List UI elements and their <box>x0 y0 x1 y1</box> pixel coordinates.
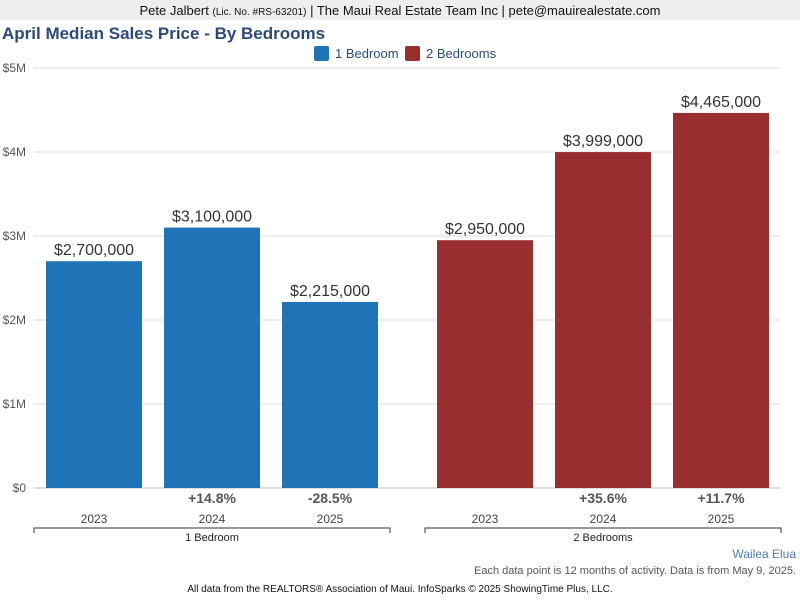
header-bar: Pete Jalbert (Lic. No. #RS-63201) | The … <box>0 0 800 20</box>
y-tick-label: $4M <box>3 145 26 159</box>
change-label: +35.6% <box>579 490 627 506</box>
legend-label-2-bedrooms: 2 Bedrooms <box>426 46 497 61</box>
bar-2-bedrooms-2025 <box>673 112 769 488</box>
legend-swatch-2-bedrooms <box>405 46 420 61</box>
group-label: 2 Bedrooms <box>573 532 633 544</box>
chart-title: April Median Sales Price - By Bedrooms <box>2 24 326 43</box>
legend: 1 Bedroom 2 Bedrooms <box>0 45 800 63</box>
group-bracket <box>424 527 782 533</box>
x-tick-label: 2024 <box>199 512 226 526</box>
value-label: $3,100,000 <box>172 209 252 226</box>
x-tick-label: 2024 <box>590 512 617 526</box>
area-name[interactable]: Wailea Elua <box>732 547 796 561</box>
bar-1-bedroom-2023 <box>46 261 142 488</box>
value-label: $2,950,000 <box>445 221 525 238</box>
y-tick-label: $1M <box>3 397 26 411</box>
x-tick-label: 2025 <box>708 512 735 526</box>
agent-info: | The Maui Real Estate Team Inc | pete@m… <box>310 3 661 18</box>
value-label: $2,215,000 <box>290 283 370 300</box>
bar-2-bedrooms-2023 <box>437 240 533 488</box>
group-bracket <box>33 527 391 533</box>
x-tick-label: 2025 <box>317 512 344 526</box>
y-tick-label: $3M <box>3 229 26 243</box>
y-tick-label: $5M <box>3 61 26 75</box>
x-tick-label: 2023 <box>472 512 499 526</box>
change-label: +11.7% <box>697 490 745 506</box>
value-label: $3,999,000 <box>563 133 643 150</box>
bar-1-bedroom-2025 <box>282 301 378 488</box>
source-note: All data from the REALTORS® Association … <box>187 584 613 595</box>
legend-item-1-bedroom[interactable]: 1 Bedroom <box>314 45 399 63</box>
group-label: 1 Bedroom <box>185 532 239 544</box>
legend-item-2-bedrooms[interactable]: 2 Bedrooms <box>405 45 496 63</box>
agent-name: Pete Jalbert <box>139 3 209 18</box>
change-label: +14.8% <box>188 490 236 506</box>
legend-swatch-1-bedroom <box>314 46 329 61</box>
value-label: $4,465,000 <box>681 94 761 111</box>
license-number: (Lic. No. #RS-63201) <box>212 7 307 18</box>
x-tick-label: 2023 <box>81 512 108 526</box>
value-label: $2,700,000 <box>54 242 134 259</box>
legend-label-1-bedroom: 1 Bedroom <box>335 46 399 61</box>
y-tick-label: $2M <box>3 313 26 327</box>
y-tick-label: $0 <box>13 481 27 495</box>
change-label: -28.5% <box>308 490 353 506</box>
bar-2-bedrooms-2024 <box>555 152 651 489</box>
data-note: Each data point is 12 months of activity… <box>473 565 796 577</box>
bar-1-bedroom-2024 <box>164 227 260 488</box>
